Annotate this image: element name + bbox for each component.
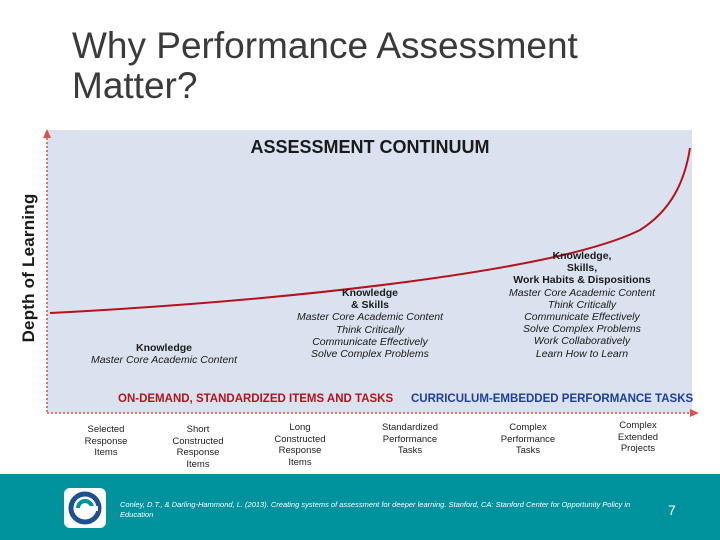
level-line: Learn How to Learn xyxy=(535,347,629,360)
level-line: Work Collaboratively xyxy=(533,335,631,348)
level-line: Solve Complex Problems xyxy=(311,348,429,361)
continuum-panel xyxy=(47,130,692,413)
level-knowledge-skills: Knowledge & Skills Master Core Academic … xyxy=(280,287,460,360)
band-label-on-demand: ON-DEMAND, STANDARDIZED ITEMS AND TASKS xyxy=(118,393,394,405)
depth-curve xyxy=(49,147,691,314)
level-line: Master Core Academic Content xyxy=(296,311,444,324)
level-line: Think Critically xyxy=(335,323,405,336)
continuum-title: ASSESSMENT CONTINUUM xyxy=(250,137,490,157)
task-complex-extended: Complex Extended Projects xyxy=(617,420,659,454)
level-line: Master Core Academic Content xyxy=(508,286,656,299)
scope-logo-icon xyxy=(68,491,102,525)
x-axis-arrow-icon xyxy=(690,409,699,417)
task-selected-response: Selected Response Items xyxy=(84,424,128,458)
y-axis-arrow-icon xyxy=(43,129,51,138)
level-line: Think Critically xyxy=(547,298,617,311)
band-label-curriculum-embedded: CURRICULUM-EMBEDDED PERFORMANCE TASKS xyxy=(411,393,694,405)
task-long-constructed: Long Constructed Response Items xyxy=(274,422,326,468)
footer-bar xyxy=(0,474,720,540)
task-standardized-performance: Standardized Performance Tasks xyxy=(382,422,438,456)
level-heading: Knowledge, Skills, Work Habits & Disposi… xyxy=(513,250,651,287)
level-heading: Knowledge & Skills xyxy=(341,287,398,312)
page-number: 7 xyxy=(668,502,676,518)
level-knowledge: Knowledge Master Core Academic Content xyxy=(74,342,254,366)
slide-title: Why Performance Assessment Matter? xyxy=(72,25,578,106)
level-line: Communicate Effectively xyxy=(524,311,640,324)
level-line: Communicate Effectively xyxy=(312,335,428,348)
task-complex-performance: Complex Performance Tasks xyxy=(500,422,556,456)
y-axis-label: Depth of Learning xyxy=(19,193,38,343)
level-knowledge-skills-habits: Knowledge, Skills, Work Habits & Disposi… xyxy=(490,250,674,360)
footer-citation: Conley, D.T., & Darling-Hammond, L. (201… xyxy=(120,500,631,519)
level-line: Master Core Academic Content xyxy=(90,354,238,367)
level-heading: Knowledge xyxy=(135,342,192,354)
scope-logo-icon xyxy=(64,488,106,528)
task-short-constructed: Short Constructed Response Items xyxy=(172,424,224,470)
level-line: Solve Complex Problems xyxy=(523,323,641,336)
